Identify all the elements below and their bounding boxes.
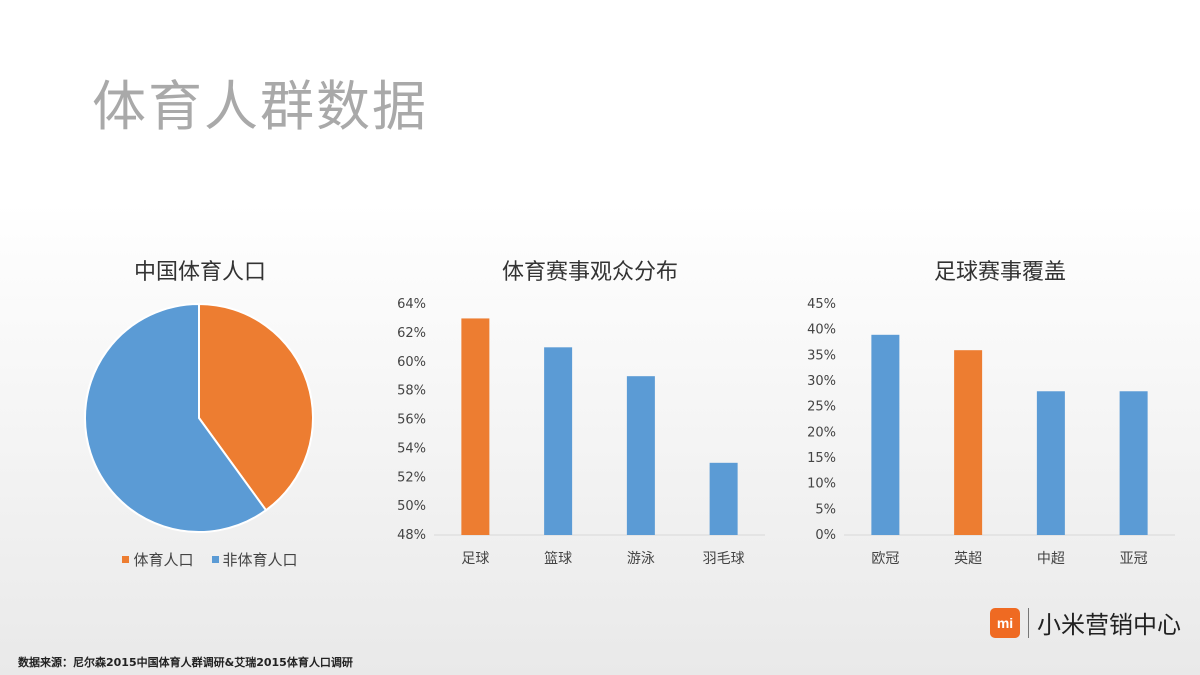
pie-slice-0	[198, 302, 314, 512]
y-tick-label: 62%	[397, 326, 426, 341]
y-tick-label: 15%	[807, 451, 836, 466]
brand: mi 小米营销中心	[990, 605, 1181, 640]
legend-item-sports-population: 体育人口	[122, 549, 194, 570]
x-tick-label: 游泳	[627, 551, 655, 567]
pie-legend: 体育人口 非体育人口	[80, 549, 340, 570]
page-title: 体育人群数据	[92, 75, 428, 138]
y-tick-label: 45%	[807, 297, 836, 312]
pie-chart	[84, 302, 314, 533]
y-tick-label: 40%	[807, 323, 836, 338]
bar-0	[871, 334, 900, 535]
bar-chart-2-title: 足球赛事覆盖	[933, 260, 1066, 285]
y-tick-label: 35%	[807, 348, 836, 363]
y-tick-label: 56%	[397, 413, 426, 428]
bar-chart-1: 48% 50% 52% 54% 56% 58% 60% 62% 64% 足球 篮球 游泳 羽毛球	[397, 297, 765, 567]
y-tick-label: 0%	[815, 528, 836, 543]
y-tick-label: 20%	[807, 425, 836, 440]
legend-swatch-orange	[122, 556, 130, 563]
y-tick-label: 58%	[397, 384, 426, 399]
y-tick-label: 25%	[807, 400, 836, 415]
brand-name: 小米营销中心	[1037, 611, 1181, 639]
bar-2	[626, 376, 655, 535]
y-tick-label: 60%	[397, 355, 426, 370]
bar-0	[461, 318, 490, 535]
bar-1	[954, 350, 983, 535]
pie-slice-1	[84, 302, 268, 533]
y-tick-label: 64%	[397, 297, 426, 312]
y-tick-label: 10%	[807, 477, 836, 492]
x-tick-label: 篮球	[544, 551, 572, 567]
mi-logo-icon: mi	[990, 607, 1020, 638]
bar-1	[544, 347, 573, 535]
bar-chart-2: 0% 5% 10% 15% 20% 25% 30% 35% 40% 45% 欧冠 英超 中超 亚冠	[807, 297, 1175, 567]
bar-2	[1036, 391, 1065, 535]
y-tick-label: 50%	[397, 499, 426, 514]
legend-label: 非体育人口	[222, 551, 298, 569]
x-tick-label: 英超	[954, 550, 982, 567]
legend-item-non-sports-population: 非体育人口	[211, 549, 298, 570]
y-tick-label: 54%	[397, 441, 426, 456]
y-tick-label: 52%	[397, 470, 426, 485]
x-tick-label: 中超	[1037, 551, 1065, 567]
data-source-note: 数据来源：尼尔森2015中国体育人群调研&艾瑞2015体育人口调研	[18, 656, 353, 669]
x-tick-label: 亚冠	[1120, 551, 1148, 567]
legend-label: 体育人口	[133, 551, 194, 569]
y-tick-label: 5%	[815, 502, 836, 517]
bar-3	[1119, 391, 1148, 535]
x-tick-label: 欧冠	[871, 551, 899, 567]
x-tick-label: 羽毛球	[703, 551, 745, 567]
y-tick-label: 48%	[397, 528, 426, 543]
bar-chart-1-title: 体育赛事观众分布	[501, 260, 678, 285]
y-tick-label: 30%	[807, 374, 836, 389]
x-tick-label: 足球	[461, 551, 489, 567]
bar-3	[709, 462, 738, 535]
pie-chart-title: 中国体育人口	[133, 260, 266, 285]
brand-divider	[1028, 607, 1029, 638]
legend-swatch-blue	[211, 556, 219, 563]
